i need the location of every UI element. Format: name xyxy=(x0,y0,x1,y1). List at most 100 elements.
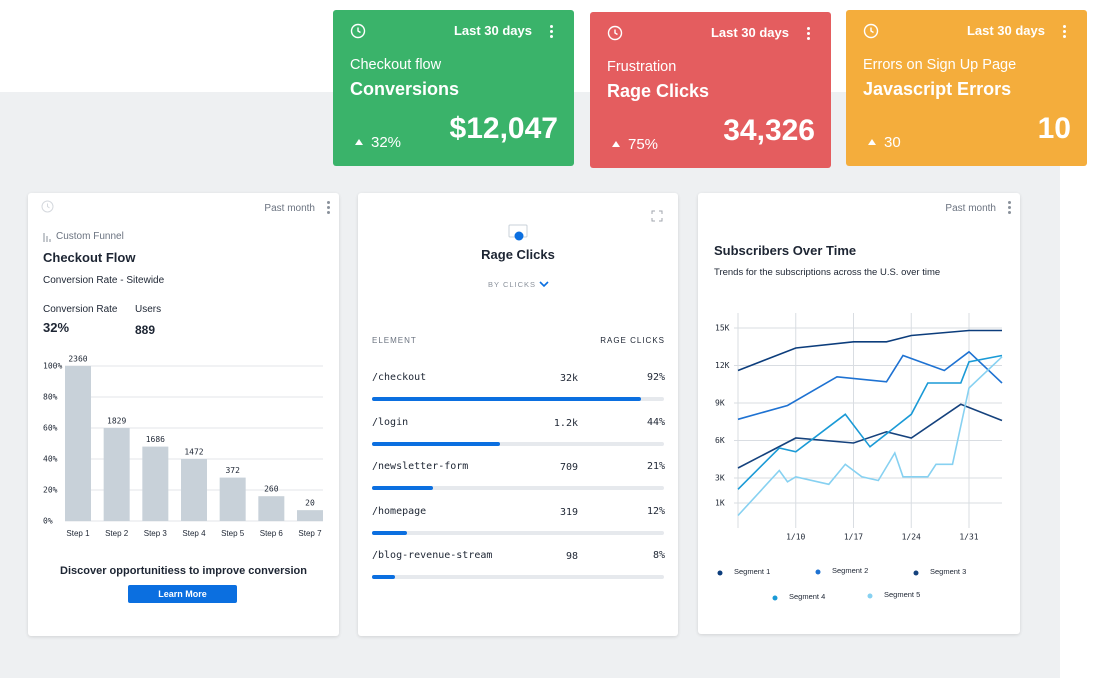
bar xyxy=(103,428,130,521)
column-header: ELEMENT xyxy=(372,336,417,345)
kpi-metric: Rage Clicks xyxy=(607,81,710,101)
x-tick-label: 1/10 xyxy=(786,533,805,542)
period: Past month xyxy=(945,203,996,214)
expand-icon[interactable] xyxy=(651,210,663,222)
click-count: 98 xyxy=(565,551,578,562)
clock-hand xyxy=(870,27,874,34)
clock-icon xyxy=(863,23,879,39)
y-tick-label: 80% xyxy=(43,393,58,402)
bar xyxy=(65,366,91,521)
share-label: 12% xyxy=(646,505,665,517)
clock-icon xyxy=(350,23,366,39)
clock-icon xyxy=(607,25,623,41)
y-tick-label: 1K xyxy=(715,499,725,508)
series-line xyxy=(737,403,1003,469)
period: Last 30 days xyxy=(710,25,789,40)
kpi-card: Last 30 days Errors on Sign Up Page Javasc… xyxy=(846,10,1087,166)
element-path: /homepage xyxy=(372,505,427,517)
up-arrow-shape xyxy=(355,139,363,145)
up-arrow xyxy=(868,139,876,145)
kpi-change: 30 xyxy=(884,134,901,151)
column-header: RAGE CLICKS xyxy=(600,336,665,345)
learn-more-button[interactable]: Learn More xyxy=(128,585,237,603)
up-arrow-shape xyxy=(868,139,876,145)
element-path: /blog-revenue-stream xyxy=(372,550,493,561)
legend-label: Segment 2 xyxy=(832,566,868,575)
clock-icon xyxy=(41,200,54,213)
kpi-change: 32% xyxy=(371,134,402,151)
user-count: 20 xyxy=(305,499,315,508)
menu[interactable] xyxy=(1008,201,1011,216)
bar xyxy=(181,459,207,521)
card-title: Checkout Flow xyxy=(43,250,136,265)
bar-track xyxy=(372,575,664,579)
kpi-change: 75% xyxy=(628,136,659,153)
legend-marker xyxy=(867,593,873,599)
bar xyxy=(297,510,323,521)
period: Last 30 days xyxy=(453,23,532,38)
menu[interactable] xyxy=(550,25,553,40)
kpi-label: Frustration xyxy=(607,59,677,75)
line-chart: 1K 3K 6K 9K 12K 15K 1/10 1/17 1/24 1/31 Segment 1 S… xyxy=(715,313,1003,601)
bar xyxy=(258,496,285,521)
kpi-value: $12,047 xyxy=(449,112,558,145)
stat-value: 889 xyxy=(135,323,156,337)
element-path: /login xyxy=(372,416,409,428)
up-arrow xyxy=(612,141,620,147)
x-tick-label: Step 7 xyxy=(298,529,322,538)
series-line xyxy=(737,354,1003,490)
x-tick-label: Step 3 xyxy=(144,529,168,538)
menu[interactable] xyxy=(1063,25,1066,40)
element-path: /checkout xyxy=(372,372,427,383)
user-count: 1829 xyxy=(107,417,126,426)
y-tick-label: 9K xyxy=(715,399,725,408)
menu[interactable] xyxy=(327,201,330,216)
share-bar xyxy=(372,486,434,490)
user-count: 1472 xyxy=(184,448,203,457)
y-tick-label: 15K xyxy=(715,324,730,333)
legend-marker xyxy=(772,595,778,601)
clock-face xyxy=(607,25,623,41)
click-count: 709 xyxy=(559,462,578,473)
up-arrow-shape xyxy=(612,141,620,147)
y-tick-label: 0% xyxy=(43,517,53,526)
user-count: 372 xyxy=(225,466,240,475)
share-label: 21% xyxy=(646,461,665,472)
funnel-card: Past month Custom Funnel Checkout Flow C… xyxy=(28,193,339,636)
filter[interactable]: BY CLICKS xyxy=(488,280,537,289)
tag: Custom Funnel xyxy=(56,231,124,242)
user-count: 260 xyxy=(264,485,279,494)
series-line xyxy=(737,356,1003,517)
clock-hand xyxy=(614,29,618,36)
x-tick-label: Step 1 xyxy=(66,529,90,538)
x-tick-label: Step 4 xyxy=(182,529,206,538)
stat-label: Users xyxy=(135,304,162,315)
y-tick-label: 20% xyxy=(43,486,58,495)
clock-face xyxy=(350,23,366,39)
chevron[interactable] xyxy=(539,280,549,288)
click-count: 319 xyxy=(559,506,578,518)
menu[interactable] xyxy=(807,27,810,42)
bar-track xyxy=(372,397,664,401)
legend-marker xyxy=(815,569,821,575)
funnel-chart: 0% 20% 40% 60% 80% 100% 2360 Step 1 1829 Step 2 16… xyxy=(43,355,323,538)
funnel-icon xyxy=(43,233,51,242)
x-tick-label: Step 5 xyxy=(221,529,245,538)
share-label: 44% xyxy=(646,416,665,428)
kpi-metric: Javascript Errors xyxy=(863,79,1012,99)
x-tick-label: 1/17 xyxy=(844,533,863,542)
kpi-metric: Conversions xyxy=(350,79,460,99)
clock-face xyxy=(863,23,879,39)
series-line xyxy=(737,329,1002,372)
bar-track xyxy=(372,441,664,446)
x-tick-label: Step 6 xyxy=(260,529,284,538)
bar xyxy=(142,446,169,521)
y-tick-label: 60% xyxy=(43,424,58,433)
user-count: 2360 xyxy=(68,355,87,364)
legend-marker xyxy=(717,570,723,576)
legend-label: Segment 1 xyxy=(734,567,770,576)
click-count: 32k xyxy=(559,373,578,384)
share-bar xyxy=(372,441,501,446)
legend-marker xyxy=(913,570,919,576)
kpi-label: Checkout flow xyxy=(350,57,442,73)
